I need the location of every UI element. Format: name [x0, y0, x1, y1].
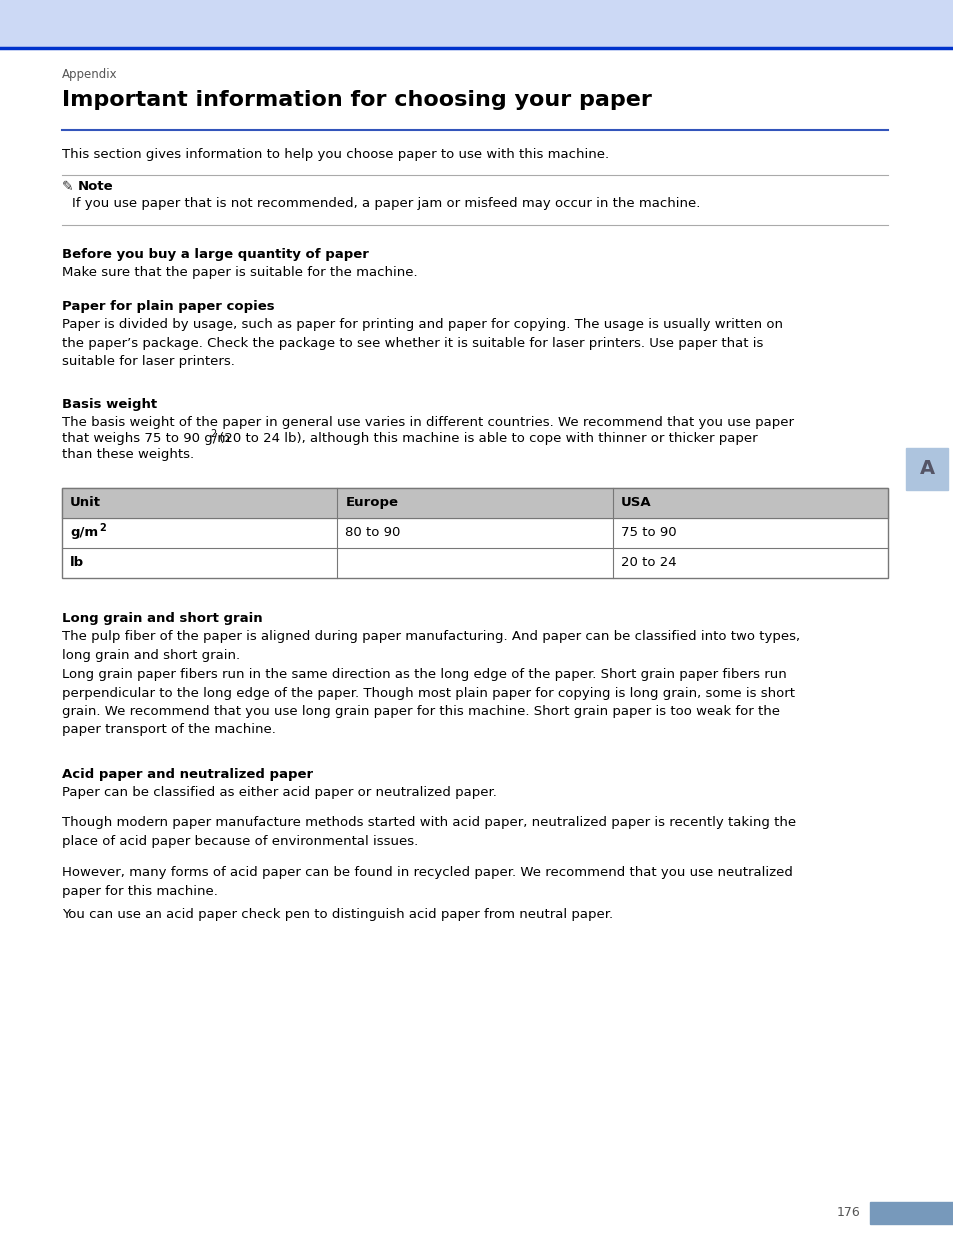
Text: ✎: ✎ [62, 180, 73, 194]
Text: Acid paper and neutralized paper: Acid paper and neutralized paper [62, 768, 313, 781]
Bar [62, 488, 887, 578]
Text: The pulp fiber of the paper is aligned during paper manufacturing. And paper can: The pulp fiber of the paper is aligned d… [62, 630, 800, 662]
Text: Important information for choosing your paper: Important information for choosing your … [62, 90, 651, 110]
Text: 176: 176 [836, 1207, 859, 1219]
Text: However, many forms of acid paper can be found in recycled paper. We recommend t: However, many forms of acid paper can be… [62, 866, 792, 898]
Text: 75 to 90: 75 to 90 [620, 526, 676, 538]
Text: You can use an acid paper check pen to distinguish acid paper from neutral paper: You can use an acid paper check pen to d… [62, 908, 613, 921]
Text: A: A [919, 459, 934, 478]
Text: Basis weight: Basis weight [62, 398, 157, 411]
Text: 80 to 90: 80 to 90 [345, 526, 400, 538]
Text: Make sure that the paper is suitable for the machine.: Make sure that the paper is suitable for… [62, 266, 417, 279]
Text: Note: Note [78, 180, 113, 193]
Text: Appendix: Appendix [62, 68, 117, 82]
Text: Paper is divided by usage, such as paper for printing and paper for copying. The: Paper is divided by usage, such as paper… [62, 317, 782, 368]
Bar [869, 1202, 953, 1224]
Text: This section gives information to help you choose paper to use with this machine: This section gives information to help y… [62, 148, 608, 161]
Text: 20 to 24: 20 to 24 [620, 556, 676, 569]
Text: Long grain paper fibers run in the same direction as the long edge of the paper.: Long grain paper fibers run in the same … [62, 668, 794, 736]
Bar [905, 448, 947, 490]
Text: Paper for plain paper copies: Paper for plain paper copies [62, 300, 274, 312]
Text: Though modern paper manufacture methods started with acid paper, neutralized pap: Though modern paper manufacture methods … [62, 816, 796, 847]
Text: The basis weight of the paper in general use varies in different countries. We r: The basis weight of the paper in general… [62, 416, 793, 429]
Text: than these weights.: than these weights. [62, 448, 193, 461]
Text: g/m: g/m [70, 526, 98, 538]
Text: 2: 2 [210, 429, 216, 438]
Text: lb: lb [70, 556, 84, 569]
Text: Before you buy a large quantity of paper: Before you buy a large quantity of paper [62, 248, 369, 261]
Text: 2: 2 [99, 522, 106, 534]
Text: USA: USA [620, 496, 651, 509]
Text: that weighs 75 to 90 g/m: that weighs 75 to 90 g/m [62, 432, 230, 445]
Text: (20 to 24 lb), although this machine is able to cope with thinner or thicker pap: (20 to 24 lb), although this machine is … [214, 432, 757, 445]
Text: Paper can be classified as either acid paper or neutralized paper.: Paper can be classified as either acid p… [62, 785, 497, 799]
Text: Unit: Unit [70, 496, 101, 509]
Bar [0, 0, 953, 48]
Text: Europe: Europe [345, 496, 398, 509]
Bar [62, 488, 887, 517]
Text: If you use paper that is not recommended, a paper jam or misfeed may occur in th: If you use paper that is not recommended… [71, 198, 700, 210]
Text: Long grain and short grain: Long grain and short grain [62, 613, 262, 625]
